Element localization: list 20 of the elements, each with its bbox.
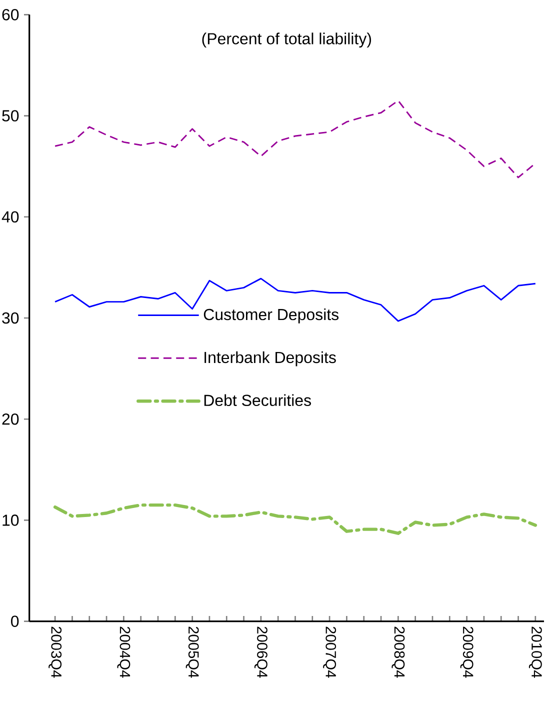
line-series [54,278,536,322]
y-tick-label: 40 [2,211,19,223]
y-tick-label: 50 [2,110,19,122]
legend-label: Customer Deposits [204,308,339,324]
y-tick-label: 20 [2,413,19,425]
x-tick-label: 2010Q4 [529,626,542,678]
y-tick-label: 0 [11,616,19,627]
y-tick-label: 30 [2,312,19,324]
x-tick-label: 2008Q4 [392,626,405,678]
y-tick-label: 10 [2,514,19,526]
x-tick-label: 2003Q4 [48,626,62,678]
x-tick-label: 2005Q4 [186,626,199,678]
x-tick-label: 2006Q4 [254,626,268,678]
x-tick-label: 2004Q4 [117,626,130,678]
text: (Percent of total liability) [202,32,372,48]
legend-label: Interbank Deposits [204,351,336,366]
x-tick-label: 2009Q4 [460,626,474,678]
y-tick-label: 60 [2,9,19,20]
legend-label: Debt Securities [204,394,312,406]
x-tick-label: 2007Q4 [323,626,336,678]
